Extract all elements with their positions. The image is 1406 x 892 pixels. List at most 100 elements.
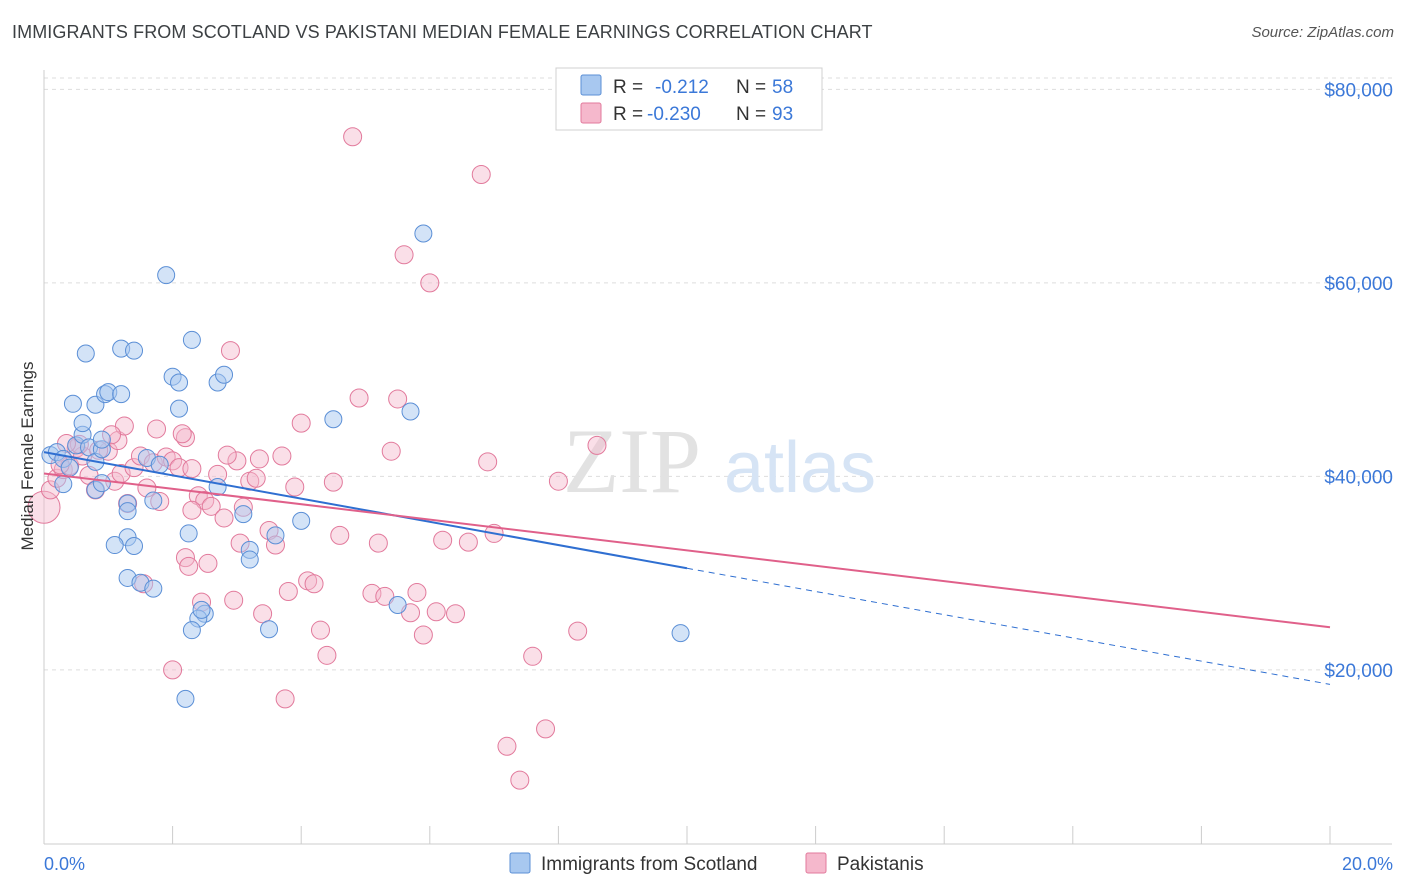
- pakistanis-point: [433, 530, 453, 550]
- watermark-atlas: atlas: [724, 428, 876, 508]
- pakistanis-point: [224, 590, 244, 610]
- scotland-point: [125, 537, 144, 556]
- pakistanis-point: [198, 553, 218, 573]
- pakistanis-point: [330, 525, 350, 545]
- pakistanis-point: [587, 435, 607, 455]
- pakistanis-point: [182, 459, 202, 479]
- scotland-point: [292, 511, 311, 530]
- scotland-point: [118, 502, 137, 521]
- y-tick-label-2: $60,000: [1324, 274, 1393, 295]
- scotland-point: [92, 474, 111, 493]
- scotland-point: [105, 536, 124, 555]
- pakistanis-point: [220, 341, 240, 361]
- bottom-legend-label-scotland: Immigrants from Scotland: [541, 854, 757, 875]
- pakistanis-point: [394, 245, 414, 265]
- tick-labels: $20,000 $40,000 $60,000 $80,000 0.0% 20.0%: [44, 80, 1393, 874]
- bottom-legend-swatch-scotland: [509, 852, 531, 874]
- pakistanis-point: [536, 719, 556, 739]
- scotland-trend-line: [43, 451, 688, 570]
- pakistanis-point: [179, 556, 199, 576]
- scotland-point: [76, 344, 95, 363]
- bottom-legend-label-pakistanis: Pakistanis: [837, 854, 924, 875]
- pakistanis-point: [478, 452, 498, 472]
- pakistanis-point: [510, 770, 530, 790]
- scotland-point: [182, 330, 201, 349]
- pakistanis-point: [172, 424, 192, 444]
- x-tick-label-1: 20.0%: [1342, 854, 1393, 874]
- pakistanis-point: [227, 451, 247, 471]
- scotland-point: [324, 410, 343, 429]
- legend-n-label-2: N =: [736, 104, 766, 125]
- pakistanis-point: [446, 604, 466, 624]
- chart-source: Source: ZipAtlas.com: [1251, 24, 1394, 41]
- scotland-points: [41, 224, 690, 708]
- scotland-point: [266, 526, 285, 545]
- pakistanis-point: [304, 574, 324, 594]
- correlation-legend: R = -0.212 N = 58 R = -0.230 N = 93: [555, 67, 823, 131]
- legend-r-label-1: R =: [613, 77, 643, 98]
- pakistanis-point: [407, 582, 427, 602]
- legend-n-value-2: 93: [772, 104, 793, 125]
- y-tick-label-0: $20,000: [1324, 661, 1393, 682]
- pakistanis-point: [568, 621, 588, 641]
- pakistanis-point: [272, 446, 292, 466]
- scotland-point: [215, 365, 234, 384]
- pakistanis-point: [291, 413, 311, 433]
- scotland-point: [150, 455, 169, 474]
- scotland-point: [179, 524, 198, 543]
- scotland-point: [234, 505, 253, 524]
- legend-n-label-1: N =: [736, 77, 766, 98]
- legend-swatch-pakistanis: [580, 102, 602, 124]
- scotland-point: [240, 550, 259, 569]
- pakistanis-point: [458, 532, 478, 552]
- scotland-point: [112, 385, 131, 404]
- pakistanis-point: [214, 508, 234, 528]
- pakistanis-point: [323, 472, 343, 492]
- y-axis-label: Median Female Earnings: [18, 362, 37, 551]
- scotland-point: [54, 475, 73, 494]
- pakistanis-point: [388, 389, 408, 409]
- pakistanis-point: [285, 477, 305, 497]
- trend-lines: [43, 451, 1331, 685]
- y-tick-label-1: $40,000: [1324, 467, 1393, 488]
- scotland-trend-extension: [686, 567, 1331, 685]
- scotland-point: [170, 373, 189, 392]
- scotland-point: [157, 266, 176, 285]
- scotland-point: [176, 689, 195, 708]
- pakistanis-point: [420, 273, 440, 293]
- pakistanis-point: [163, 660, 183, 680]
- scotland-point: [401, 402, 420, 421]
- legend-r-label-2: R =: [613, 104, 643, 125]
- pakistanis-point: [362, 583, 382, 603]
- legend-swatch-scotland: [580, 74, 602, 96]
- scotland-point: [671, 624, 690, 643]
- axes: [43, 70, 1392, 845]
- pakistanis-point: [497, 736, 517, 756]
- pakistanis-point: [147, 419, 167, 439]
- pakistanis-point: [368, 533, 388, 553]
- scotland-point: [144, 579, 163, 598]
- legend-n-value-1: 58: [772, 77, 793, 98]
- pakistanis-point: [317, 645, 337, 665]
- pakistanis-points: [27, 127, 607, 790]
- pakistanis-point: [278, 581, 298, 601]
- grid-lines: [44, 77, 1392, 671]
- scotland-point: [192, 600, 211, 619]
- pakistanis-point: [310, 620, 330, 640]
- pakistanis-point: [217, 445, 237, 465]
- scotland-point: [73, 414, 92, 433]
- pakistanis-point: [349, 388, 369, 408]
- scotland-point: [182, 621, 201, 640]
- scotland-point: [260, 620, 279, 639]
- scotland-point: [92, 430, 111, 449]
- pakistanis-point: [249, 449, 269, 469]
- x-tick-label-0: 0.0%: [44, 854, 85, 874]
- scotland-point: [63, 394, 82, 413]
- y-tick-label-3: $80,000: [1324, 80, 1393, 101]
- pakistanis-point: [175, 428, 195, 448]
- pakistanis-point: [182, 500, 202, 520]
- pakistanis-point: [523, 646, 543, 666]
- pakistanis-point: [275, 689, 295, 709]
- legend-r-value-2: -0.230: [647, 104, 701, 125]
